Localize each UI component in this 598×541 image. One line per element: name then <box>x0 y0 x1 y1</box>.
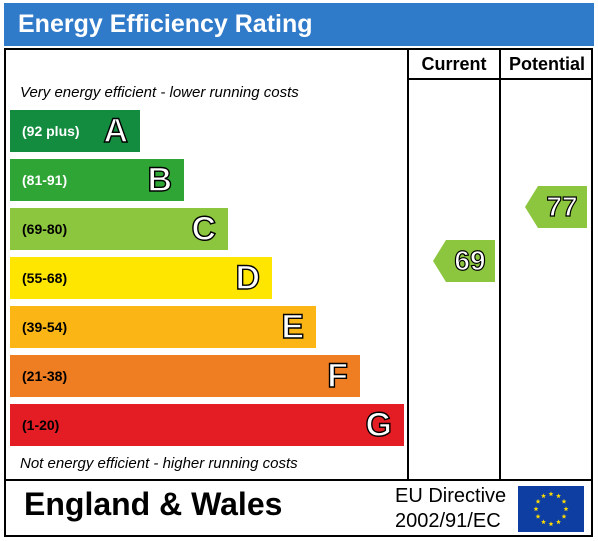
band-e-range: (39-54) <box>22 319 68 335</box>
band-b-range: (81-91) <box>22 172 68 188</box>
region-label: England & Wales <box>24 486 283 522</box>
band-g-letter: G <box>365 405 393 444</box>
flag-star <box>561 498 567 504</box>
current-rating-arrow: 69 <box>433 240 495 282</box>
column-header-divider <box>407 78 593 80</box>
flag-star <box>535 513 541 519</box>
potential-rating-value: 77 <box>546 191 578 223</box>
chart-title: Energy Efficiency Rating <box>4 3 594 46</box>
potential-column-divider <box>499 48 501 480</box>
flag-star <box>563 506 569 512</box>
band-c-range: (69-80) <box>22 221 68 237</box>
footer-divider <box>4 479 593 481</box>
flag-star <box>535 498 541 504</box>
directive-line-1: EU Directive <box>395 485 507 507</box>
band-f: (21-38) F <box>10 355 360 397</box>
flag-star <box>556 519 561 525</box>
band-a-range: (92 plus) <box>22 123 80 139</box>
flag-star <box>561 513 567 519</box>
current-column-header: Current <box>421 54 487 74</box>
band-e-letter: E <box>281 307 305 346</box>
band-g: (1-20) G <box>10 404 404 446</box>
flag-star <box>556 493 561 499</box>
directive-line-2: 2002/91/EC <box>395 510 501 532</box>
band-f-letter: F <box>327 356 349 395</box>
flag-star <box>548 491 554 497</box>
potential-arrow-shape <box>525 186 587 229</box>
band-d-letter: D <box>235 258 261 297</box>
band-a: (92 plus) A <box>10 110 140 152</box>
band-a-letter: A <box>103 111 129 150</box>
top-note: Very energy efficient - lower running co… <box>20 84 299 101</box>
band-b-letter: B <box>147 160 173 199</box>
band-d-range: (55-68) <box>22 270 68 286</box>
band-f-range: (21-38) <box>22 368 68 384</box>
chart-frame <box>4 48 593 537</box>
flag-star <box>533 506 539 512</box>
band-g-range: (1-20) <box>22 417 60 433</box>
flag-star <box>548 521 554 527</box>
band-c-letter: C <box>191 209 217 248</box>
band-e: (39-54) E <box>10 306 316 348</box>
potential-column-header: Potential <box>508 54 585 74</box>
bottom-note: Not energy efficient - higher running co… <box>20 455 298 472</box>
flag-star <box>541 519 546 525</box>
current-rating-value: 69 <box>454 244 486 276</box>
current-column-divider <box>407 48 409 480</box>
potential-rating-arrow: 77 <box>525 186 587 229</box>
band-d: (55-68) D <box>10 257 272 299</box>
band-c: (69-80) C <box>10 208 228 250</box>
current-arrow-shape <box>433 240 495 282</box>
band-b: (81-91) B <box>10 159 184 201</box>
eu-flag-icon <box>518 486 584 532</box>
flag-star <box>541 493 546 499</box>
